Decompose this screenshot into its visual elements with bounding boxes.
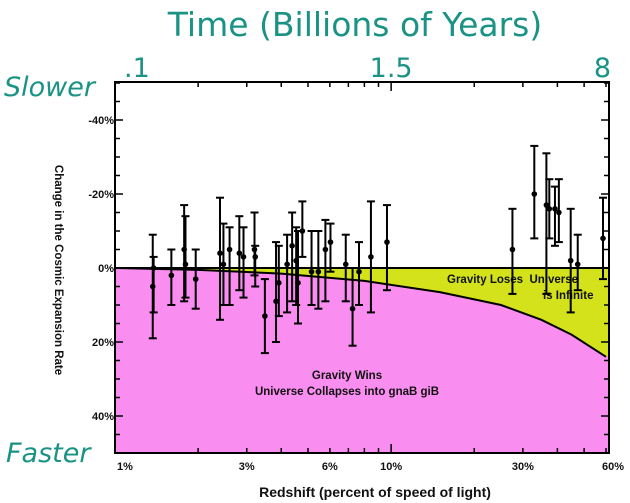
data-marker [356, 268, 362, 275]
data-marker [236, 250, 243, 256]
x-tick-label: 1% [117, 461, 133, 473]
data-point [235, 215, 244, 292]
slower-label: Slower [4, 72, 97, 103]
x-axis-tick-labels: 1% 3% 6% 10% 30% 60% [117, 461, 624, 473]
data-marker [273, 298, 279, 305]
data-point [191, 248, 200, 310]
data-point [530, 144, 539, 240]
gravity-wins-label-line2: Universe Collapses into gnaB giB [255, 386, 439, 398]
gravity-wins-region [115, 268, 609, 453]
data-point [272, 241, 281, 343]
data-point [251, 244, 260, 288]
x-tick-label: 6% [322, 461, 338, 473]
data-point [326, 222, 335, 273]
data-marker [342, 261, 349, 268]
data-marker [552, 206, 558, 212]
top-axis-tick-label: .1 [124, 53, 150, 84]
x-axis-label: Redshift (percent of speed of light) [259, 484, 491, 500]
data-marker [322, 246, 329, 253]
data-point [355, 241, 364, 306]
boundary-curve [115, 267, 607, 358]
data-point [149, 255, 158, 314]
data-marker [150, 265, 157, 271]
data-marker [217, 250, 223, 256]
data-point [215, 196, 224, 321]
data-point [307, 230, 316, 306]
data-marker [509, 246, 516, 253]
data-point [348, 267, 357, 347]
data-point [283, 233, 292, 314]
data-point [260, 278, 269, 355]
axis-ticks [114, 82, 609, 454]
data-marker [368, 254, 374, 260]
data-marker [349, 305, 356, 312]
data-marker [182, 261, 189, 268]
data-marker [600, 235, 606, 242]
data-point [288, 211, 297, 303]
data-point [550, 185, 559, 247]
data-point [239, 226, 248, 299]
data-point [294, 230, 303, 325]
y-tick-label: -20% [88, 189, 114, 201]
data-marker [384, 239, 390, 245]
data-point [341, 233, 350, 303]
y-axis-tick-labels: -40% -20% 0% 20% 40% [88, 115, 114, 423]
gravity-wins-label-line1: Gravity Wins [312, 370, 382, 382]
gravity-loses-label-line2: is Infinite [543, 290, 593, 302]
top-axis-tick-label: 8 [594, 53, 611, 84]
data-marker [295, 280, 301, 286]
data-marker [240, 254, 247, 260]
top-axis-tick-label: 1.5 [370, 53, 413, 84]
data-point [274, 244, 283, 318]
data-marker [531, 191, 538, 197]
data-marker [276, 280, 282, 286]
data-point [314, 230, 323, 310]
data-marker [308, 268, 315, 275]
data-marker [567, 257, 574, 264]
data-marker [574, 261, 581, 268]
data-marker [284, 261, 290, 268]
data-marker [556, 209, 562, 216]
y-tick-label: 40% [92, 411, 114, 423]
y-tick-label: 20% [92, 337, 114, 349]
data-point [599, 196, 607, 281]
y-tick-label: 0% [98, 263, 114, 275]
data-point [167, 248, 176, 306]
data-point [566, 207, 575, 314]
data-marker [252, 254, 259, 260]
data-point [554, 178, 563, 244]
data-point [508, 207, 517, 295]
y-tick-label: -40% [88, 115, 114, 127]
data-marker [315, 268, 322, 275]
data-point [298, 200, 307, 258]
data-points [148, 144, 607, 355]
data-point [321, 218, 330, 303]
data-marker [192, 276, 199, 282]
faster-label: Faster [6, 438, 92, 469]
data-point [366, 200, 375, 314]
data-marker [262, 313, 268, 319]
data-point [573, 233, 582, 292]
data-marker [546, 206, 553, 212]
top-axis-tick-labels: .1 1.5 8 [124, 53, 611, 84]
x-tick-label: 10% [380, 461, 402, 473]
data-marker [220, 261, 227, 268]
data-marker [299, 228, 306, 234]
data-point [382, 204, 391, 292]
data-point [545, 178, 554, 240]
data-marker [327, 239, 334, 245]
data-point [181, 215, 190, 299]
x-tick-label: 60% [602, 461, 624, 473]
x-tick-label: 30% [512, 461, 534, 473]
x-tick-label: 3% [239, 461, 255, 473]
data-point [219, 222, 228, 306]
data-marker [226, 246, 233, 253]
data-marker [289, 243, 295, 249]
data-marker [168, 272, 175, 279]
y-axis-label: Change in the Cosmic Expansion Rate [52, 165, 64, 375]
chart-title: Time (Billions of Years) [167, 5, 542, 44]
data-point [225, 226, 234, 306]
